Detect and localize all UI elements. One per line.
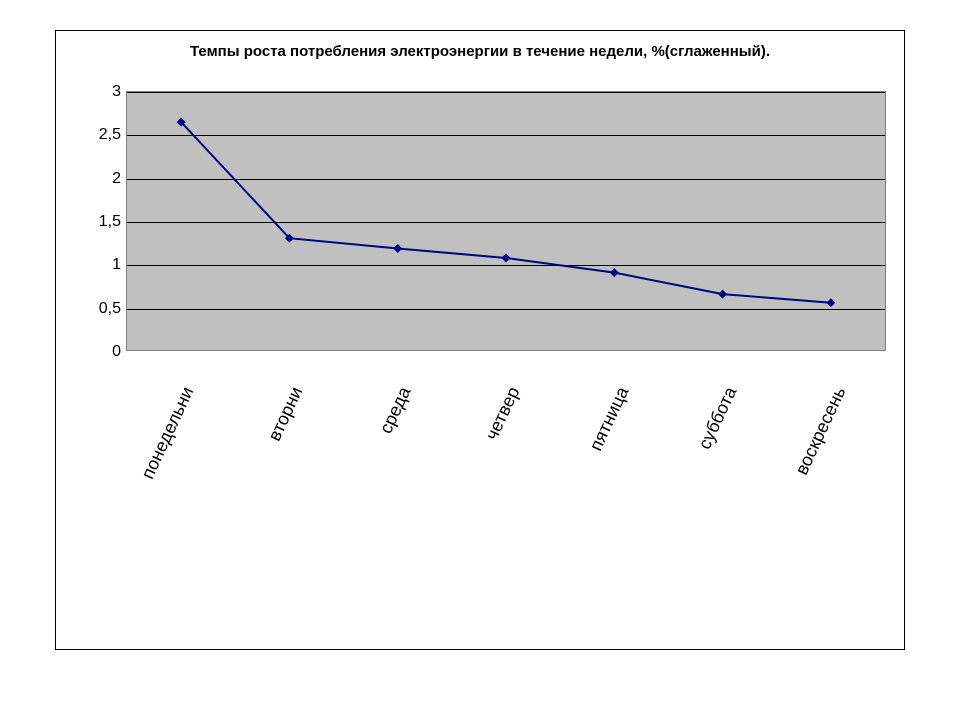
gridline (127, 135, 885, 136)
x-tick-label: понедельни (138, 380, 201, 482)
x-tick-label: суббота (694, 380, 743, 453)
chart-title: Темпы роста потребления электроэнергии в… (56, 43, 904, 60)
y-tick-label: 1 (112, 256, 121, 274)
data-marker (393, 244, 402, 253)
series-line (181, 122, 831, 303)
y-tick-label: 0 (112, 343, 121, 361)
line-series (127, 92, 885, 350)
gridline (127, 222, 885, 223)
y-tick-label: 1,5 (99, 213, 121, 231)
x-tick-label: четвер (481, 380, 526, 444)
y-tick-label: 3 (112, 83, 121, 101)
chart-container: Темпы роста потребления электроэнергии в… (55, 30, 905, 650)
x-tick-label: вторни (264, 380, 309, 444)
data-marker (718, 290, 727, 299)
gridline (127, 179, 885, 180)
gridline (127, 265, 885, 266)
plot-area: 00,511,522,53понедельнивторнисредачетвер… (126, 91, 886, 351)
data-marker (826, 298, 835, 307)
x-tick-label: пятница (585, 380, 634, 454)
x-tick-label: воскресень (791, 380, 852, 478)
y-tick-label: 2 (112, 170, 121, 188)
gridline (127, 92, 885, 93)
gridline (127, 309, 885, 310)
y-tick-label: 2,5 (99, 126, 121, 144)
x-tick-label: среда (376, 380, 417, 437)
y-tick-label: 0,5 (99, 300, 121, 318)
data-marker (610, 268, 619, 277)
data-marker (502, 254, 511, 263)
